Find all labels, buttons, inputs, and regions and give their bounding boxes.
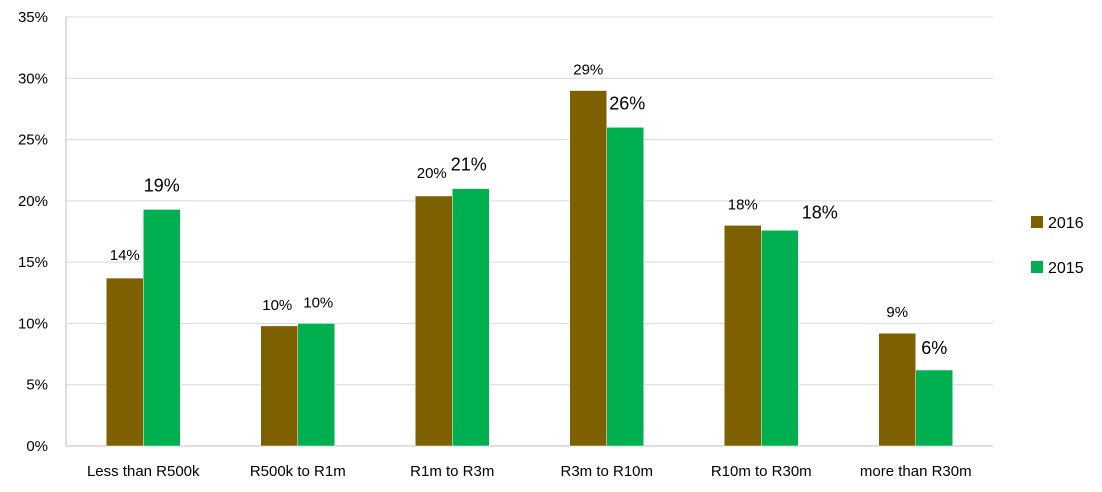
bar-2015-5 xyxy=(915,369,953,447)
y-tick-label: 30% xyxy=(18,70,48,87)
data-label: 20% xyxy=(417,165,447,182)
bars xyxy=(106,90,953,447)
x-tick-label: R10m to R30m xyxy=(711,463,812,480)
legend-label: 2015 xyxy=(1048,260,1084,277)
legend-swatch xyxy=(1031,261,1043,273)
data-labels: 14% 19% 10% 10% 20% 21% 29% 26% 18% 18% 9% 6% xyxy=(110,62,948,358)
legend-swatch xyxy=(1031,216,1043,228)
bar-2016-5 xyxy=(878,332,916,447)
y-axis: 0% 5% 10% 15% 20% 25% 30% 35% xyxy=(18,9,993,455)
legend: 2016 2015 xyxy=(1031,215,1084,277)
bar-2016-4 xyxy=(724,225,762,447)
data-label: 10% xyxy=(303,294,333,311)
legend-label: 2016 xyxy=(1048,215,1084,232)
data-label: 19% xyxy=(144,175,180,195)
bar-2015-3 xyxy=(606,127,644,447)
x-tick-label: R3m to R10m xyxy=(560,463,653,480)
bar-2016-0 xyxy=(106,277,144,447)
y-tick-label: 10% xyxy=(18,315,48,332)
x-tick-label: R1m to R3m xyxy=(410,463,494,480)
x-tick-label: Less than R500k xyxy=(87,463,200,480)
y-tick-label: 35% xyxy=(18,9,48,26)
data-label: 6% xyxy=(921,338,947,358)
data-label: 18% xyxy=(802,202,838,222)
y-tick-label: 20% xyxy=(18,193,48,210)
bar-2016-2 xyxy=(415,195,453,447)
x-axis: Less than R500k R500k to R1m R1m to R3m R3m… xyxy=(87,463,972,480)
bar-2015-1 xyxy=(297,323,335,447)
data-label: 14% xyxy=(110,247,140,264)
data-label: 21% xyxy=(451,155,487,175)
x-tick-label: R500k to R1m xyxy=(250,463,346,480)
y-tick-label: 15% xyxy=(18,254,48,271)
data-label: 9% xyxy=(886,304,908,321)
bar-2016-3 xyxy=(569,90,607,447)
data-label: 26% xyxy=(609,93,645,113)
y-tick-label: 0% xyxy=(26,438,48,455)
bar-2016-1 xyxy=(260,325,298,447)
bar-2015-2 xyxy=(452,188,490,447)
gridlines xyxy=(66,16,993,447)
y-tick-label: 25% xyxy=(18,132,48,149)
bar-2015-4 xyxy=(761,230,799,447)
data-label: 10% xyxy=(262,297,292,314)
y-tick-label: 5% xyxy=(26,377,48,394)
bar-2015-0 xyxy=(143,209,181,447)
data-label: 29% xyxy=(573,62,603,79)
x-tick-label: more than R30m xyxy=(860,463,972,480)
data-label: 18% xyxy=(728,196,758,213)
